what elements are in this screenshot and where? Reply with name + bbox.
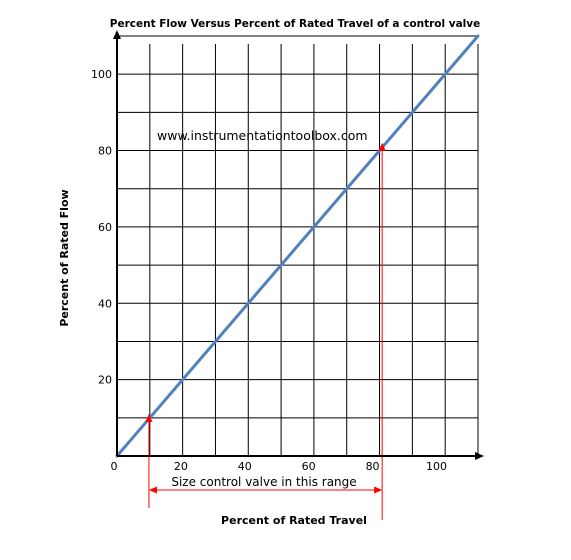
- x-tick-labels: 0 20 40 60 80 100: [111, 460, 447, 473]
- y-tick-label: 100: [91, 68, 112, 81]
- y-axis-arrow: [113, 30, 121, 39]
- y-tick-label: 80: [98, 145, 112, 158]
- watermark-label: www.instrumentationtoolbox.com: [157, 128, 368, 143]
- x-tick-label: 60: [302, 460, 316, 473]
- x-tick-label: 20: [174, 460, 188, 473]
- range-span-right-arrow: [374, 486, 383, 494]
- range-end-marker-arrow: [378, 142, 386, 151]
- range-start-marker-arrow: [145, 413, 153, 422]
- x-tick-label: 100: [426, 460, 447, 473]
- annotations: [145, 142, 386, 520]
- axes: [113, 30, 484, 460]
- range-label: Size control valve in this range: [171, 475, 356, 489]
- x-axis-arrow: [475, 452, 484, 460]
- y-axis-label: Percent of Rated Flow: [58, 189, 71, 326]
- x-axis-label: Percent of Rated Travel: [221, 514, 367, 527]
- x-tick-label: 0: [111, 460, 118, 473]
- y-tick-label: 20: [98, 374, 112, 387]
- series: [115, 34, 480, 458]
- x-tick-label: 80: [366, 460, 380, 473]
- y-tick-label: 60: [98, 221, 112, 234]
- y-tick-label: 40: [98, 297, 112, 310]
- series-line: [115, 34, 480, 458]
- x-tick-label: 40: [238, 460, 252, 473]
- y-tick-labels: 20 40 60 80 100: [91, 68, 112, 386]
- chart-title: Percent Flow Versus Percent of Rated Tra…: [110, 18, 480, 30]
- range-span-left-arrow: [148, 486, 157, 494]
